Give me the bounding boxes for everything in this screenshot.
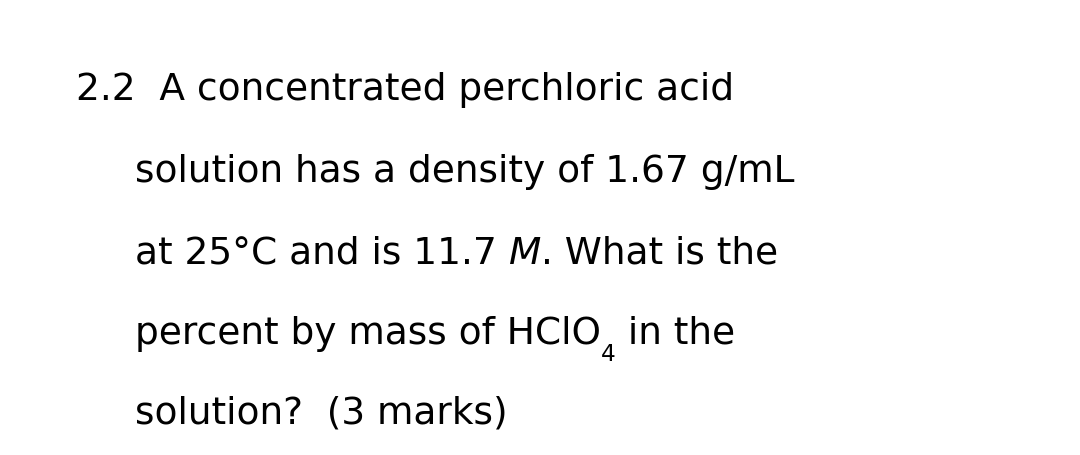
Text: 2.2  A concentrated perchloric acid: 2.2 A concentrated perchloric acid [76,72,733,108]
Text: 4: 4 [600,343,616,366]
Text: percent by mass of HClO: percent by mass of HClO [135,315,600,352]
Text: solution has a density of 1.67 g/mL: solution has a density of 1.67 g/mL [135,154,795,190]
Text: M: M [509,236,541,272]
Text: . What is the: . What is the [541,236,779,272]
Text: in the: in the [616,315,734,352]
Text: at 25°C and is 11.7: at 25°C and is 11.7 [135,236,509,272]
Text: solution?  (3 marks): solution? (3 marks) [135,395,508,431]
